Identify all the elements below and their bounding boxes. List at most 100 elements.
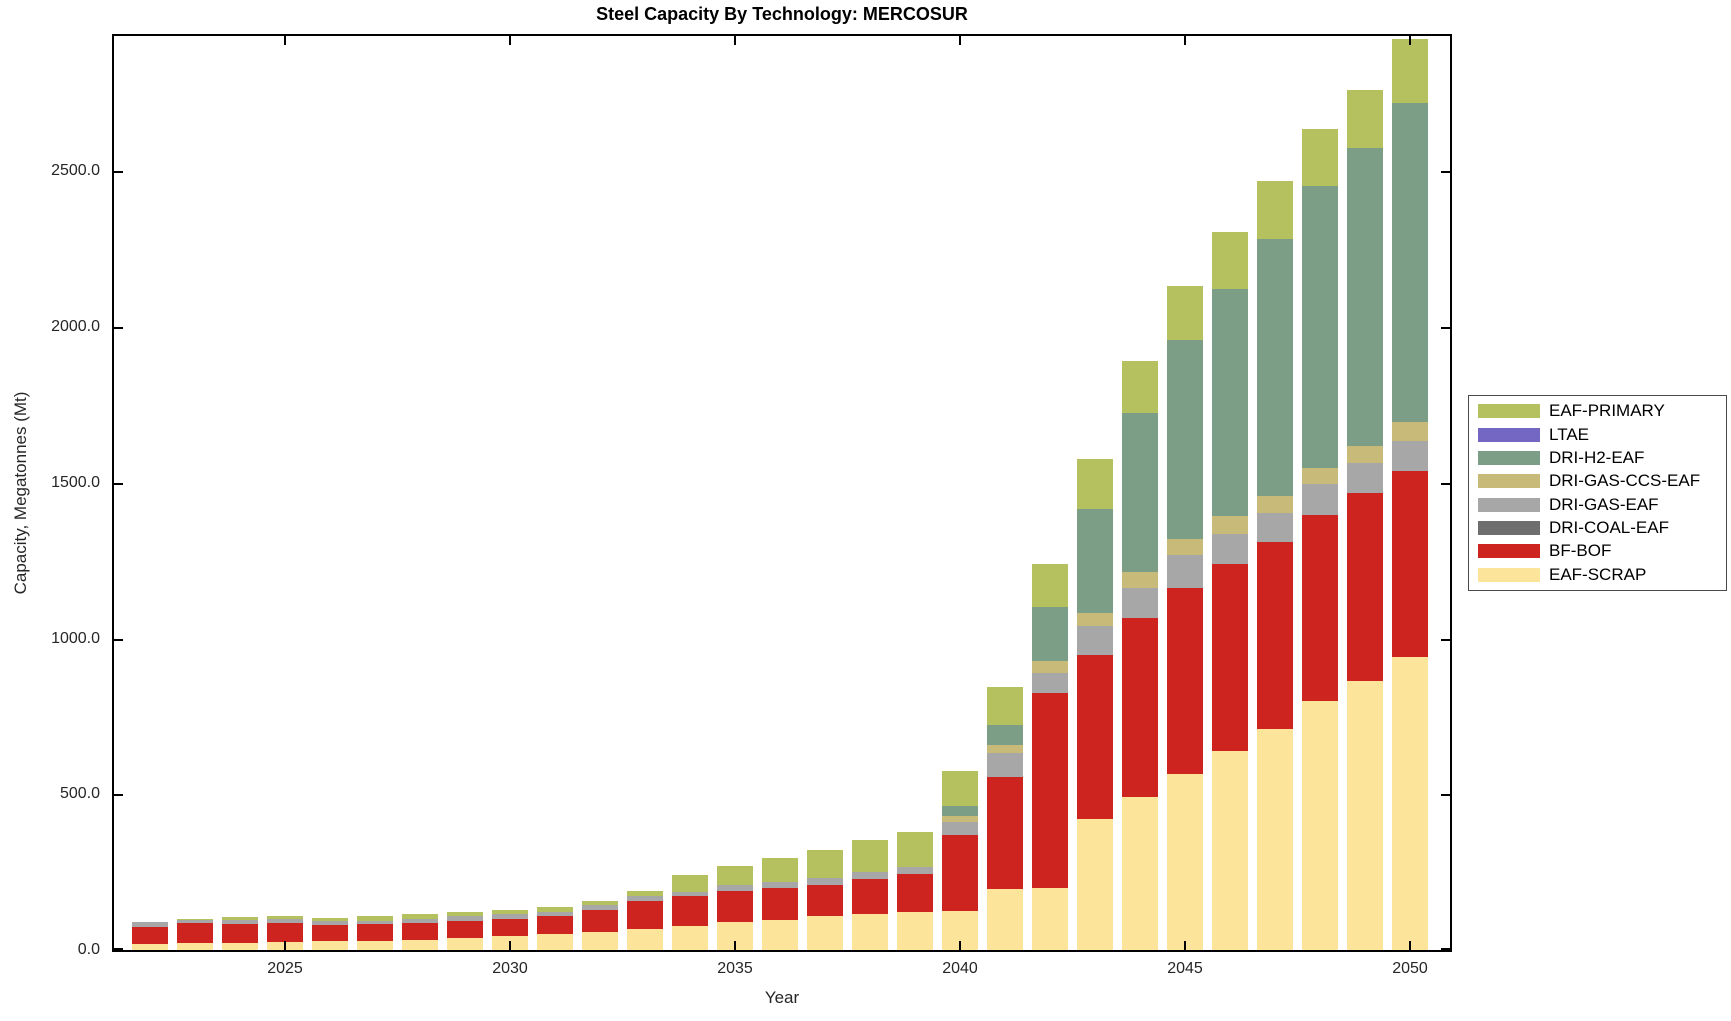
- bar-2037-DRI-GAS-EAF: [807, 878, 843, 886]
- bar-2045-EAF-SCRAP: [1167, 773, 1203, 950]
- bar-2043-DRI-GAS-EAF: [1077, 626, 1113, 656]
- bar-2028: [402, 36, 438, 950]
- bar-2037-EAF-SCRAP: [807, 916, 843, 950]
- legend-label-DRI-GAS-CCS-EAF: DRI-GAS-CCS-EAF: [1549, 471, 1701, 491]
- bar-2029-DRI-GAS-EAF: [447, 916, 483, 922]
- bar-2046: [1212, 36, 1248, 950]
- bar-2050-DRI-GAS-CCS-EAF: [1392, 422, 1428, 442]
- bar-2042-DRI-GAS-CCS-EAF: [1032, 661, 1068, 674]
- bar-2039: [897, 36, 933, 950]
- bar-2043: [1077, 36, 1113, 950]
- bar-2042-DRI-H2-EAF: [1032, 607, 1068, 662]
- bar-2030-EAF-PRIMARY: [492, 910, 528, 915]
- x-tick-bottom-2025: [284, 941, 286, 950]
- bar-2044-EAF-PRIMARY: [1122, 361, 1158, 414]
- bar-2041-DRI-H2-EAF: [987, 724, 1023, 745]
- bar-2033-DRI-GAS-EAF: [627, 896, 663, 902]
- bar-2036-EAF-PRIMARY: [762, 858, 798, 883]
- bar-2022: [132, 36, 168, 950]
- bar-2037: [807, 36, 843, 950]
- legend-item-DRI-H2-EAF: DRI-H2-EAF: [1469, 448, 1726, 468]
- bar-2023-EAF-SCRAP: [177, 943, 213, 950]
- bar-2039-DRI-GAS-EAF: [897, 867, 933, 875]
- legend-label-DRI-H2-EAF: DRI-H2-EAF: [1549, 447, 1645, 467]
- legend: EAF-PRIMARY LTAE DRI-H2-EAF DRI-GAS-CCS-EAF…: [1468, 395, 1727, 591]
- bar-2046-EAF-SCRAP: [1212, 751, 1248, 950]
- bar-2036-EAF-SCRAP: [762, 920, 798, 950]
- bar-2044-BF-BOF: [1122, 618, 1158, 797]
- bar-2027: [357, 36, 393, 950]
- x-tick-top-2025: [284, 36, 286, 45]
- bar-2042-BF-BOF: [1032, 693, 1068, 889]
- bar-2040-BF-BOF: [942, 835, 978, 912]
- bar-2047-BF-BOF: [1257, 541, 1293, 729]
- legend-label-DRI-GAS-EAF: DRI-GAS-EAF: [1549, 494, 1659, 514]
- bar-2028-EAF-PRIMARY: [402, 914, 438, 920]
- bar-2023-BF-BOF: [177, 923, 213, 944]
- x-tick-top-2045: [1184, 36, 1186, 45]
- bar-2045-BF-BOF: [1167, 587, 1203, 774]
- bar-2023-DRI-GAS-EAF: [177, 920, 213, 924]
- bar-2046-EAF-PRIMARY: [1212, 232, 1248, 289]
- bar-2031-EAF-SCRAP: [537, 934, 573, 950]
- bar-2049: [1347, 36, 1383, 950]
- bar-2035-DRI-GAS-EAF: [717, 885, 753, 892]
- x-tick-bottom-2040: [959, 941, 961, 950]
- bar-2040-DRI-GAS-EAF: [942, 822, 978, 836]
- x-tick-label-2050: 2050: [1392, 960, 1428, 977]
- bar-2050-DRI-GAS-EAF: [1392, 441, 1428, 472]
- bar-2027-BF-BOF: [357, 924, 393, 941]
- bar-2046-BF-BOF: [1212, 563, 1248, 752]
- bar-2050-DRI-H2-EAF: [1392, 102, 1428, 423]
- y-tick-label-1000: 1000.0: [51, 629, 100, 647]
- bar-2040-EAF-PRIMARY: [942, 770, 978, 807]
- bar-2034-EAF-SCRAP: [672, 926, 708, 950]
- y-tick-label-0: 0.0: [77, 941, 100, 958]
- bar-2033-BF-BOF: [627, 901, 663, 930]
- bar-2032-DRI-GAS-EAF: [582, 905, 618, 911]
- bar-2049-DRI-GAS-CCS-EAF: [1347, 446, 1383, 464]
- legend-swatch-DRI-H2-EAF: [1478, 450, 1540, 465]
- bar-2044: [1122, 36, 1158, 950]
- bar-2041-BF-BOF: [987, 776, 1023, 890]
- x-tick-bottom-2045: [1184, 941, 1186, 950]
- bar-2029-EAF-SCRAP: [447, 938, 483, 950]
- bar-2044-EAF-SCRAP: [1122, 796, 1158, 950]
- y-tick-left-2500: [114, 171, 123, 174]
- bar-2034: [672, 36, 708, 950]
- chart-title: Steel Capacity By Technology: MERCOSUR: [596, 4, 968, 24]
- bar-2050-BF-BOF: [1392, 471, 1428, 658]
- bar-2045-EAF-PRIMARY: [1167, 285, 1203, 340]
- bar-2043-EAF-PRIMARY: [1077, 459, 1113, 510]
- legend-swatch-DRI-COAL-EAF: [1478, 520, 1540, 535]
- legend-item-LTAE: LTAE: [1469, 425, 1726, 445]
- bar-2025-BF-BOF: [267, 923, 303, 942]
- legend-item-DRI-GAS-CCS-EAF: DRI-GAS-CCS-EAF: [1469, 471, 1726, 491]
- bar-2035-EAF-PRIMARY: [717, 866, 753, 886]
- bar-2043-DRI-H2-EAF: [1077, 509, 1113, 614]
- bar-2036-BF-BOF: [762, 888, 798, 921]
- bar-2047-DRI-GAS-CCS-EAF: [1257, 495, 1293, 514]
- bar-2049-EAF-SCRAP: [1347, 681, 1383, 950]
- legend-swatch-LTAE: [1478, 427, 1540, 442]
- bar-2045-DRI-GAS-EAF: [1167, 554, 1203, 588]
- legend-label-EAF-SCRAP: EAF-SCRAP: [1549, 564, 1647, 584]
- legend-swatch-BF-BOF: [1478, 544, 1540, 559]
- bar-2022-EAF-SCRAP: [132, 943, 168, 950]
- bar-2029-EAF-PRIMARY: [447, 912, 483, 917]
- legend-item-DRI-GAS-EAF: DRI-GAS-EAF: [1469, 495, 1726, 515]
- bar-2049-BF-BOF: [1347, 493, 1383, 682]
- bar-2024: [222, 36, 258, 950]
- x-tick-top-2035: [734, 36, 736, 45]
- legend-item-DRI-COAL-EAF: DRI-COAL-EAF: [1469, 518, 1726, 538]
- bar-2023: [177, 36, 213, 950]
- bar-2035: [717, 36, 753, 950]
- bar-2047-DRI-GAS-EAF: [1257, 513, 1293, 542]
- bar-2027-EAF-SCRAP: [357, 940, 393, 950]
- bar-2050-EAF-PRIMARY: [1392, 38, 1428, 103]
- y-tick-right-500: [1441, 794, 1450, 797]
- bar-2041-EAF-SCRAP: [987, 889, 1023, 950]
- bar-2048-DRI-GAS-EAF: [1302, 484, 1338, 515]
- bar-2045-DRI-H2-EAF: [1167, 339, 1203, 539]
- bar-2046-DRI-GAS-CCS-EAF: [1212, 515, 1248, 534]
